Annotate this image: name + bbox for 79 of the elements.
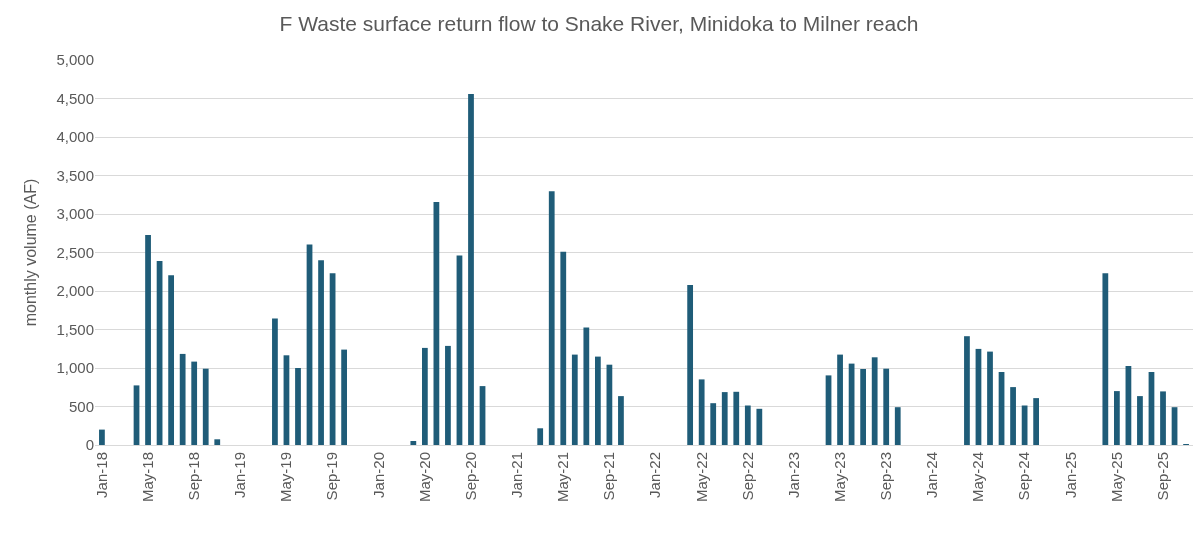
bar [1010,387,1016,445]
bar [341,349,348,445]
bar [894,407,901,445]
bar [468,94,474,445]
bar [145,235,151,445]
bar [445,345,451,445]
x-tick-label: Sep-25 [1153,452,1171,501]
x-tick-label: Sep-20 [461,452,479,501]
y-tick-label: 2,500 [56,243,94,261]
bar [295,368,301,445]
x-tick-label: Jan-20 [369,452,387,498]
bar [168,275,175,445]
bar [733,391,740,445]
bar [1160,391,1166,445]
bar [987,351,993,445]
bar [410,441,417,445]
x-tick-label: Jan-18 [92,452,110,498]
bar [537,428,544,445]
x-tick-label: Sep-24 [1015,452,1033,501]
chart-title: F Waste surface return flow to Snake River, Minidoka to Milner reach [279,11,919,35]
y-axis-title: monthly volume (AF) [22,178,40,327]
bar [756,408,763,445]
y-tick-label: 3,500 [56,166,94,184]
bar [191,361,198,445]
bar [687,284,694,445]
bar [202,368,209,445]
bar [548,191,555,445]
y-tick-label: 4,500 [56,89,94,107]
bar [571,354,578,445]
x-tick-label: Jan-25 [1061,452,1079,498]
x-tick-label: Sep-18 [185,452,203,501]
bar [179,353,186,445]
y-tick-label: 1,500 [56,320,94,338]
x-tick-label: Jan-23 [784,452,802,498]
bar [272,318,278,445]
x-tick-label: Sep-21 [600,452,618,501]
x-tick-label: Jan-19 [231,452,249,498]
x-tick-label: May-19 [277,452,295,503]
x-tick-label: Jan-21 [508,452,526,498]
bar [964,336,970,445]
bar [1113,391,1120,445]
y-tick-label: 500 [68,397,94,415]
bar [698,379,705,445]
bar [744,405,751,445]
bar [318,260,324,445]
bar [560,251,567,445]
y-tick-label: 0 [85,436,94,454]
y-tick-label: 3,000 [56,205,94,223]
bar [883,368,890,445]
bar [583,327,590,445]
bar [594,356,601,445]
x-tick-label: Sep-23 [877,452,895,501]
x-tick-label: May-21 [554,452,572,503]
y-tick-label: 5,000 [56,51,94,69]
bar [1033,398,1040,445]
bar [710,403,717,445]
x-tick-label: Sep-19 [323,452,341,501]
y-tick-label: 2,000 [56,282,94,300]
bar [99,429,105,445]
bar [721,392,728,445]
y-tick-label: 1,000 [56,359,94,377]
bar [618,396,624,445]
bar [837,354,843,445]
x-tick-label: May-20 [415,452,433,503]
x-tick-label: May-18 [138,452,156,503]
x-tick-label: May-24 [969,452,987,503]
y-tick-label: 4,000 [56,128,94,146]
bar [214,439,221,445]
x-tick-label: May-23 [830,452,848,503]
x-tick-label: Jan-22 [646,452,664,498]
x-tick-label: May-25 [1107,452,1125,503]
bar [871,357,878,445]
bar [421,347,428,445]
x-tick-label: Jan-24 [923,452,941,498]
bar [1102,273,1109,445]
bar [1137,396,1143,445]
x-tick-label: May-22 [692,452,710,503]
x-tick-label: Sep-22 [738,452,756,501]
bar [860,369,867,445]
